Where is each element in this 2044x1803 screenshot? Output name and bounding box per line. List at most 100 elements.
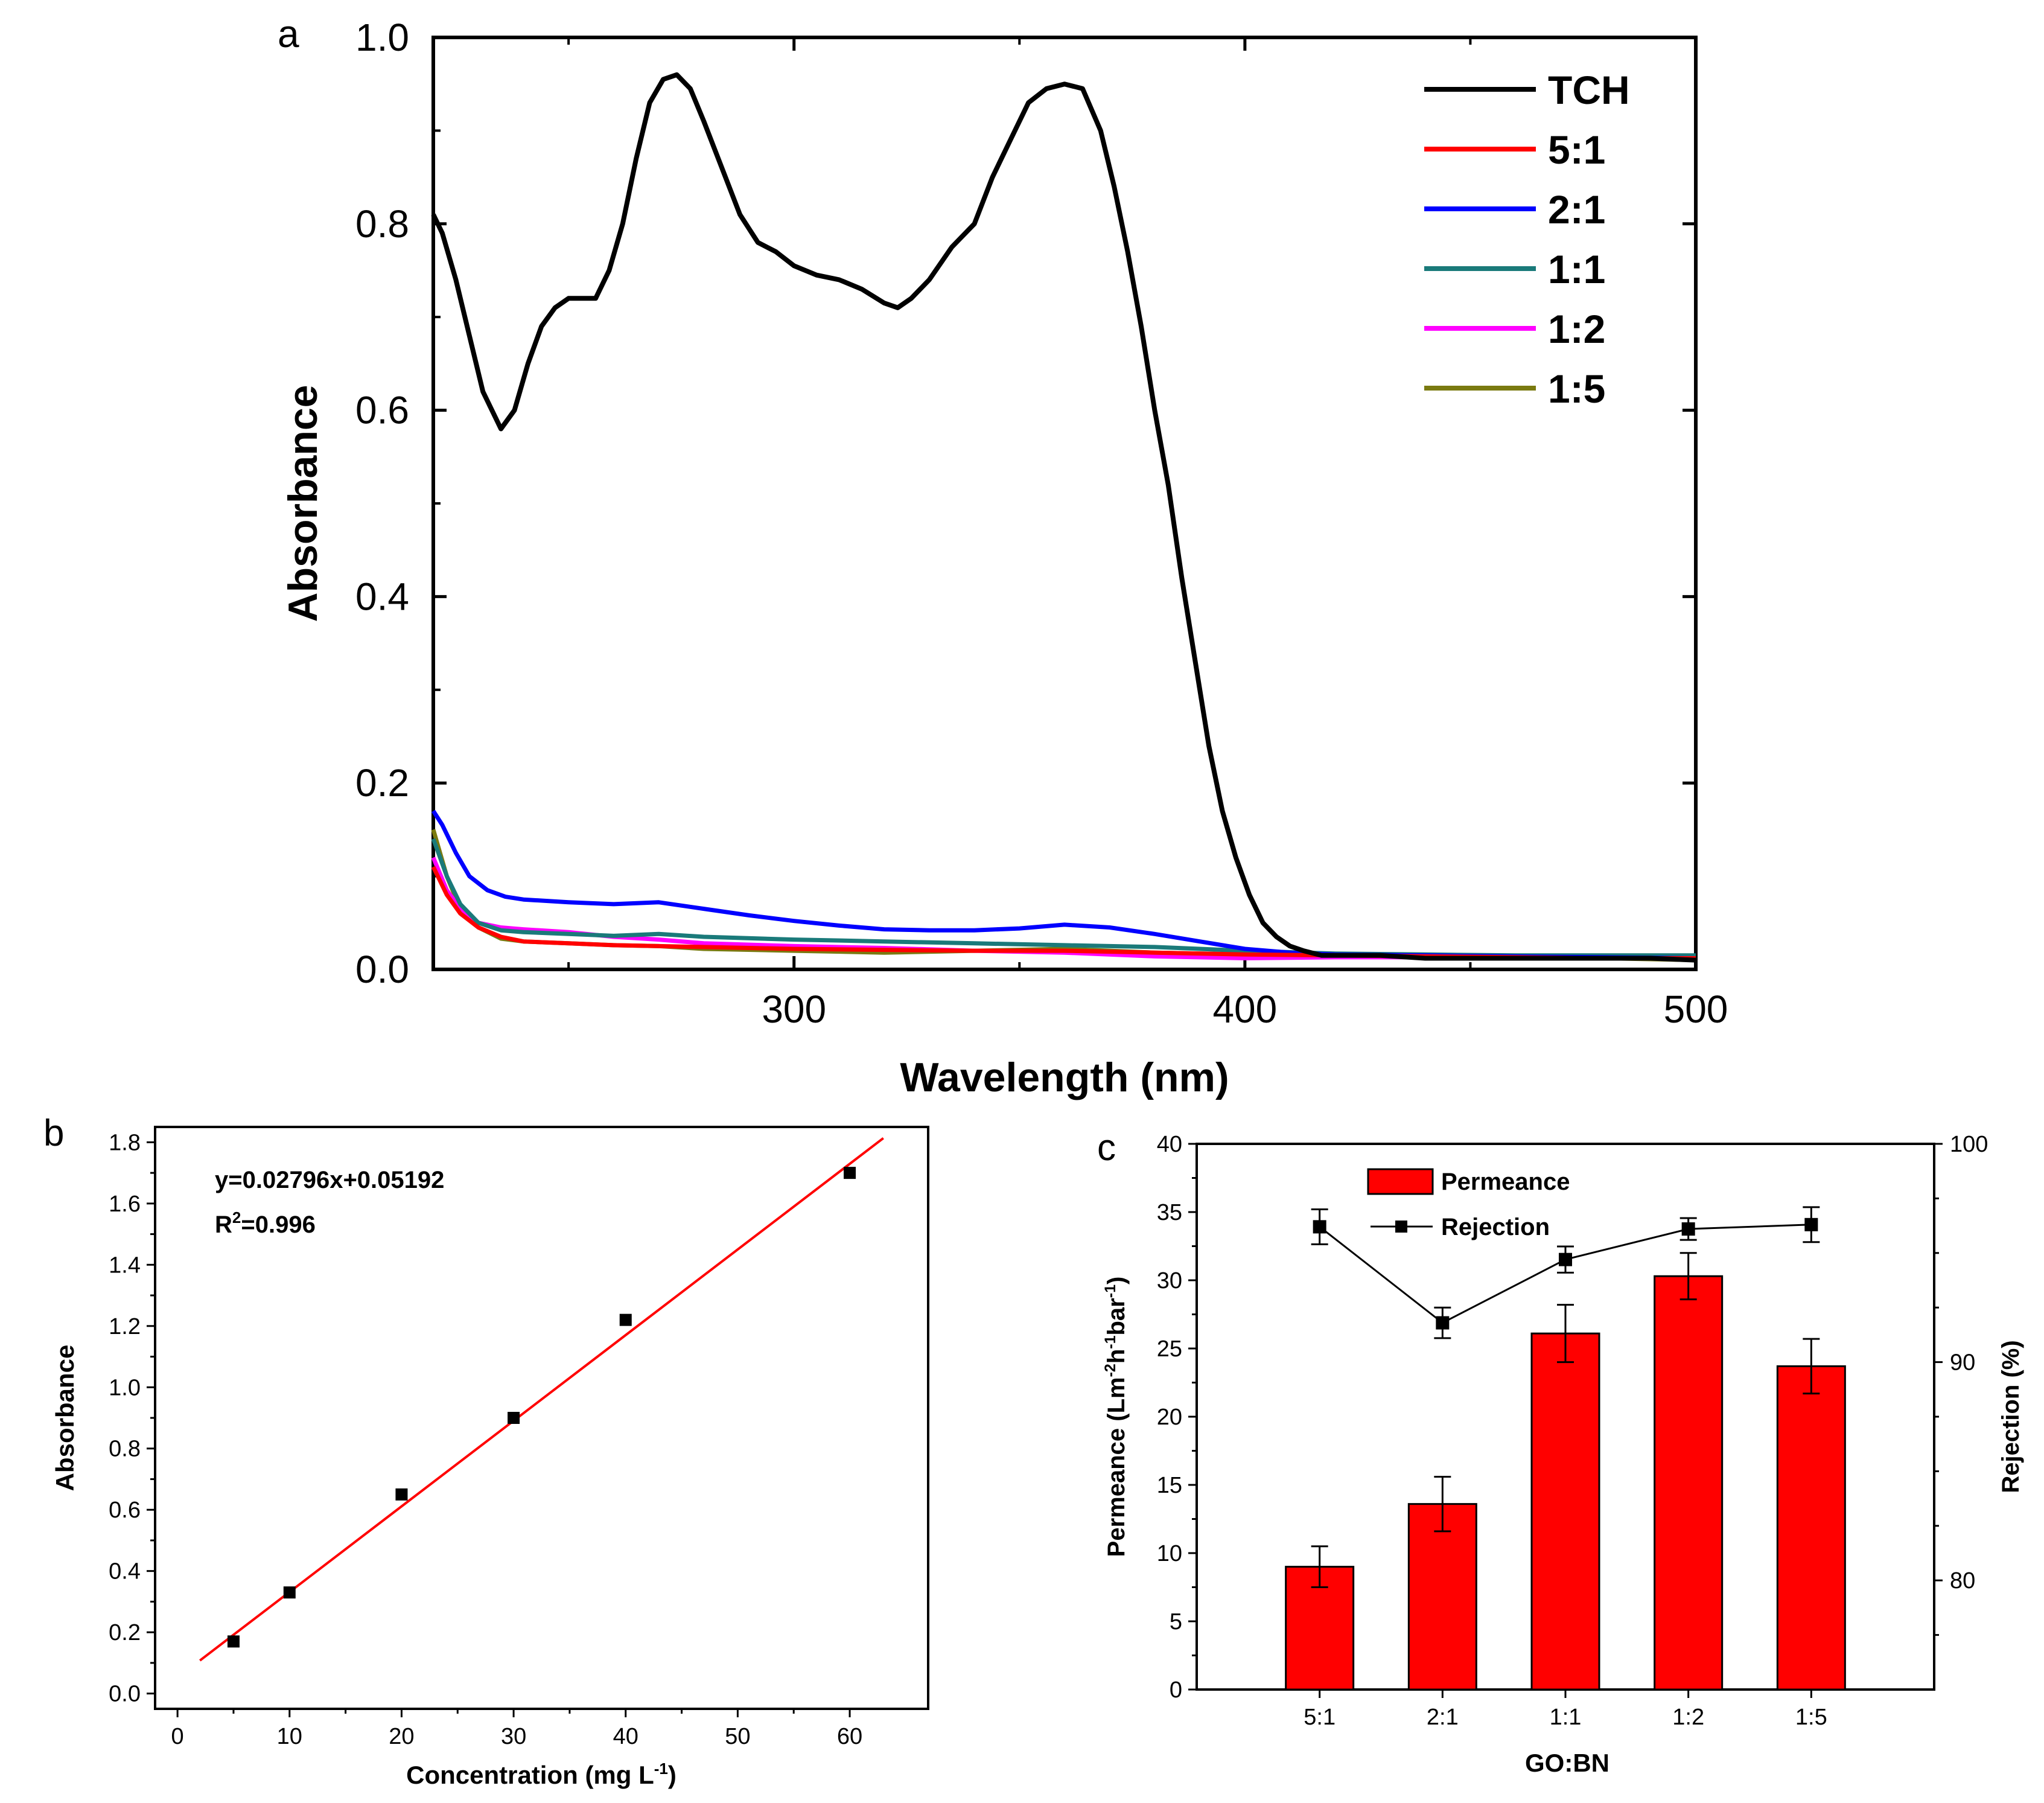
panel-b-xlabel: Concentration (mg L-1) — [406, 1760, 677, 1789]
panel-c-legend: Permeance Rejection — [1367, 1168, 1570, 1240]
panel-a-ylabel: Absorbance — [280, 385, 326, 622]
c-y2tick-label: 80 — [1950, 1568, 1975, 1594]
panel-b-xlabel-sup: -1 — [654, 1760, 668, 1778]
c-bar — [1530, 1332, 1600, 1691]
a-xtick-label: 400 — [1212, 988, 1277, 1031]
panel-a-xlabel: Wavelength (nm) — [900, 1055, 1229, 1100]
a-xtick-label: 300 — [762, 988, 826, 1031]
panel-a: a 0.0 0.2 0.4 0.6 0.8 1.0 300 400 500 Wavelength… — [278, 12, 1728, 1100]
panel-c-ylabel-p6: ) — [1103, 1277, 1130, 1284]
a-ytick-label: 0.4 — [355, 575, 409, 618]
panel-b: b 0.0 0.2 0.4 0.6 0.8 1.0 1.2 1.4 1.6 1.8 0 10 20 30 4… — [43, 1112, 929, 1789]
b-xtick-label: 40 — [613, 1724, 638, 1749]
panel-a-label: a — [278, 12, 299, 56]
b-ytick-label: 1.2 — [109, 1314, 141, 1339]
b-fit-line — [199, 1137, 884, 1662]
c-ytick-label: 5 — [1170, 1609, 1182, 1635]
c-ytick-label: 10 — [1157, 1541, 1182, 1566]
panel-c-ylabel-p1: -2 — [1102, 1364, 1119, 1377]
a-ytick-label: 0.6 — [355, 389, 409, 432]
panel-b-r2-prefix: R — [215, 1211, 232, 1238]
b-ytick-label: 0.8 — [109, 1437, 141, 1462]
c-y2tick-label: 90 — [1950, 1350, 1975, 1376]
c-xtick-label: 1:2 — [1672, 1705, 1704, 1730]
c-ytick-label: 30 — [1157, 1268, 1182, 1294]
c-ytick-label: 0 — [1170, 1677, 1182, 1703]
c-rejection-point — [1804, 1217, 1818, 1231]
a-xtick-label: 500 — [1664, 988, 1728, 1031]
panel-c-y2label: Rejection (%) — [1998, 1340, 2024, 1493]
panel-a-legend: TCH 5:1 2:1 1:1 1:2 1:5 — [1424, 68, 1630, 411]
panel-c-label: c — [1097, 1127, 1116, 1169]
a-series-line-1:5 — [431, 829, 1696, 963]
panel-b-fit-layer — [199, 1137, 884, 1662]
b-ytick-label: 0.2 — [109, 1620, 141, 1645]
b-xtick-label: 60 — [837, 1724, 862, 1749]
a-ytick-label: 0.8 — [355, 202, 409, 246]
c-ytick-label: 25 — [1157, 1336, 1182, 1362]
panel-b-ylabel: Absorbance — [51, 1345, 79, 1492]
panel-c-ticks: 0 5 10 15 20 25 30 35 40 80 90 100 5:1 2:1 1:1 1:2 1:5 — [1157, 1132, 1988, 1730]
c-ytick-label: 40 — [1157, 1132, 1182, 1157]
b-data-point — [619, 1313, 632, 1326]
b-xtick-label: 30 — [501, 1724, 526, 1749]
c-legend-marker-rejection — [1395, 1221, 1407, 1233]
c-bar — [1654, 1275, 1724, 1691]
b-data-point — [283, 1586, 296, 1599]
b-data-point — [227, 1635, 240, 1648]
c-xtick-label: 5:1 — [1304, 1705, 1336, 1730]
b-data-point — [844, 1167, 856, 1179]
a-legend-label-TCH: TCH — [1548, 68, 1630, 112]
c-legend-label-rejection: Rejection — [1441, 1214, 1550, 1240]
panel-b-ticks: 0.0 0.2 0.4 0.6 0.8 1.0 1.2 1.4 1.6 1.8 0 10 20 30 40 5… — [109, 1130, 862, 1749]
b-ytick-label: 0.0 — [109, 1682, 141, 1707]
b-ytick-label: 1.4 — [109, 1253, 141, 1278]
c-xtick-label: 1:1 — [1550, 1705, 1582, 1730]
c-xtick-label: 2:1 — [1427, 1705, 1459, 1730]
a-ytick-label: 0.2 — [355, 761, 409, 805]
panel-c-xlabel: GO:BN — [1525, 1749, 1609, 1777]
b-data-point — [508, 1412, 520, 1424]
panel-b-r2-suffix: =0.996 — [241, 1211, 315, 1238]
a-legend-label-2:1: 2:1 — [1548, 187, 1605, 232]
panel-b-xlabel-end: ) — [668, 1761, 677, 1789]
panel-c-ylabel-p0: Permeance (Lm — [1103, 1377, 1130, 1557]
a-legend-label-1:2: 1:2 — [1548, 307, 1605, 351]
c-ytick-label: 35 — [1157, 1200, 1182, 1225]
b-xtick-label: 20 — [389, 1724, 414, 1749]
b-data-point — [395, 1488, 408, 1501]
panel-c-ylabel-p4: bar — [1103, 1298, 1130, 1335]
panel-b-r2-sup: 2 — [232, 1208, 241, 1227]
c-ytick-label: 15 — [1157, 1473, 1182, 1498]
panel-c: c 0 5 10 15 20 25 30 35 40 80 90 100 5:1 2:1 1:1 1:2 1:5… — [1097, 1127, 2024, 1777]
panel-c-ylabel-p2: h — [1103, 1349, 1130, 1364]
c-rejection-point — [1313, 1220, 1326, 1234]
c-bar — [1407, 1503, 1477, 1691]
a-ytick-label: 1.0 — [355, 16, 409, 59]
c-rejection-point — [1681, 1222, 1695, 1236]
c-y2tick-label: 100 — [1950, 1132, 1988, 1157]
b-ytick-label: 1.0 — [109, 1375, 141, 1400]
a-legend-label-5:1: 5:1 — [1548, 127, 1605, 172]
b-xtick-label: 10 — [277, 1724, 302, 1749]
a-legend-label-1:5: 1:5 — [1548, 366, 1605, 411]
b-xtick-label: 0 — [171, 1724, 184, 1749]
panel-a-ticks: 0.0 0.2 0.4 0.6 0.8 1.0 300 400 500 — [355, 16, 1728, 1031]
b-ytick-label: 0.4 — [109, 1559, 141, 1584]
panel-b-xlabel-main: Concentration (mg L — [406, 1761, 654, 1789]
a-legend-label-1:1: 1:1 — [1548, 247, 1605, 292]
b-ytick-label: 1.8 — [109, 1130, 141, 1155]
b-ytick-label: 1.6 — [109, 1192, 141, 1217]
b-ytick-label: 0.6 — [109, 1498, 141, 1523]
panel-b-equation: y=0.02796x+0.05192 — [215, 1167, 444, 1193]
a-series-line-TCH — [431, 72, 1696, 963]
c-bar — [1776, 1365, 1846, 1691]
panel-c-ylabel-p3: -1 — [1102, 1335, 1119, 1348]
panel-a-series — [431, 72, 1696, 963]
a-ytick-label: 0.0 — [355, 948, 409, 991]
c-legend-swatch-permeance — [1367, 1168, 1434, 1195]
panel-c-bars — [1285, 1252, 1846, 1691]
panel-b-label: b — [43, 1112, 64, 1154]
c-xtick-label: 1:5 — [1795, 1705, 1827, 1730]
panel-b-points — [227, 1167, 856, 1648]
